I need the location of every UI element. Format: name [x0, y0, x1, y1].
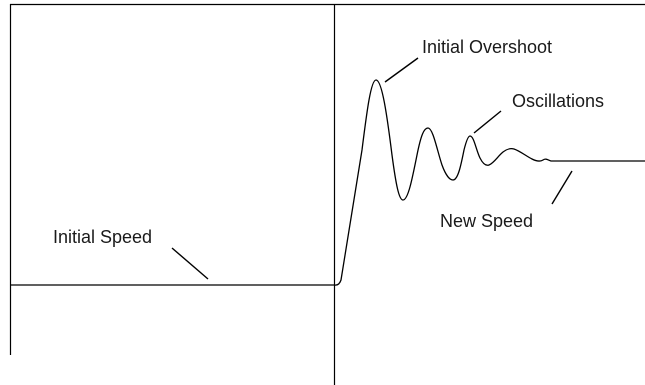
initial-speed-leader [171, 247, 209, 280]
new-speed-leader [551, 170, 573, 205]
oscillations-leader [473, 110, 502, 134]
initial-overshoot-label: Initial Overshoot [422, 37, 552, 57]
initial-overshoot-leader [384, 57, 419, 83]
new-speed-label: New Speed [440, 211, 533, 231]
oscillations-label: Oscillations [512, 91, 604, 111]
initial-speed-label: Initial Speed [53, 227, 152, 247]
speed-response-curve [10, 79, 645, 286]
